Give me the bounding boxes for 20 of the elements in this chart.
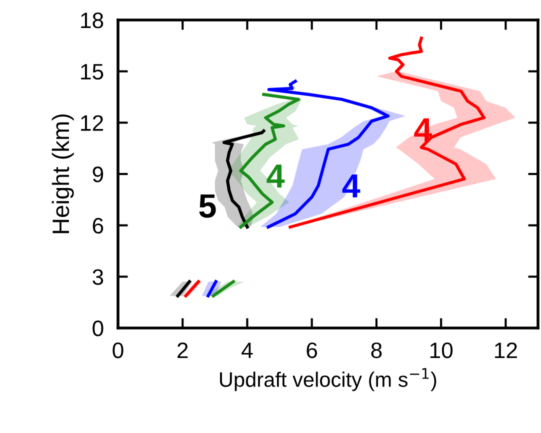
annotation: 4 bbox=[414, 118, 432, 142]
y-tick-label: 12 bbox=[81, 115, 103, 131]
y-tick-label: 3 bbox=[92, 269, 104, 285]
y-tick-label: 18 bbox=[81, 12, 104, 28]
x-tick-label: 4 bbox=[242, 342, 253, 358]
x-tick-label: 2 bbox=[178, 342, 188, 358]
annotation: 5 bbox=[199, 194, 216, 218]
x-axis-title: Updraft velocity (m s$^{−1}$) bbox=[220, 368, 436, 392]
y-tick-label: 15 bbox=[81, 64, 104, 80]
annotation: 4 bbox=[266, 164, 285, 188]
x-tick-label: 12 bbox=[495, 342, 517, 358]
y-axis-title: Height (km) bbox=[52, 114, 74, 234]
x-tick-label: 6 bbox=[306, 342, 318, 358]
x-tick-label: 0 bbox=[112, 342, 124, 358]
y-tick-label: 6 bbox=[92, 218, 104, 234]
y-tick-label: 0 bbox=[92, 320, 104, 336]
y-tick-label: 9 bbox=[92, 166, 104, 182]
x-tick-label: 10 bbox=[430, 342, 453, 358]
annotation: 4 bbox=[342, 174, 360, 198]
x-tick-label: 8 bbox=[371, 342, 382, 358]
